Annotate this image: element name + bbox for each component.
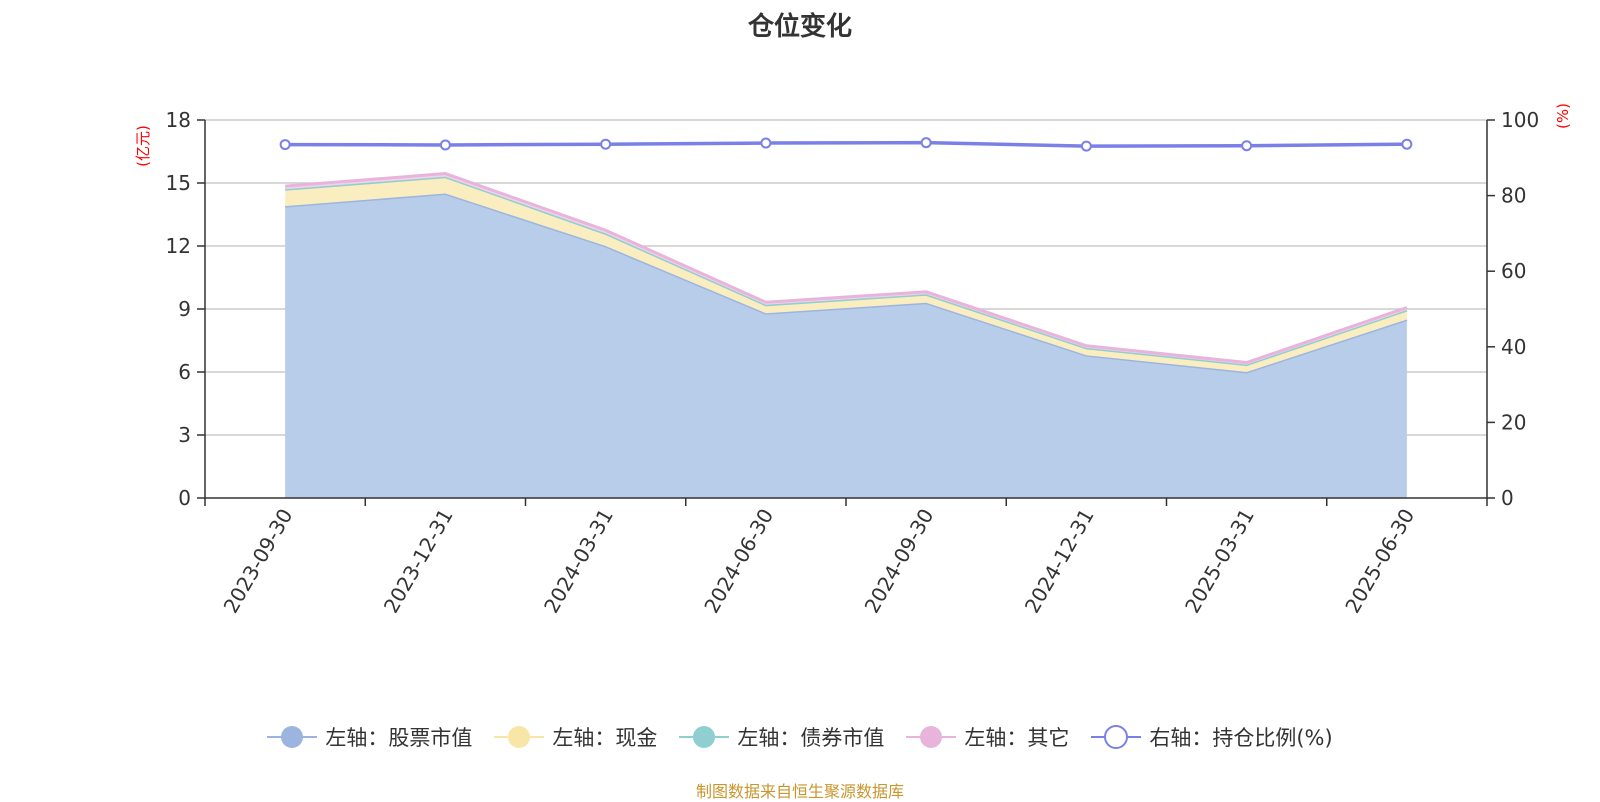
legend-item[interactable]: 左轴：其它 — [906, 722, 1069, 752]
legend-item[interactable]: 左轴：现金 — [494, 722, 657, 752]
legend-label: 左轴：其它 — [964, 726, 1070, 750]
x-tick-label: 2024-03-31 — [539, 505, 618, 618]
source-note: 制图数据来自恒生聚源数据库 — [695, 782, 904, 801]
legend-label: 右轴：持仓比例(%) — [1149, 726, 1333, 750]
x-tick-label: 2023-12-31 — [379, 505, 458, 618]
right-tick-label: 0 — [1501, 486, 1514, 510]
legend-marker-icon — [494, 726, 545, 748]
area-edge-line — [285, 172, 1408, 365]
chart-title: 仓位变化 — [747, 12, 852, 42]
ratio-line — [285, 140, 1407, 148]
legend-marker-icon — [1091, 725, 1142, 749]
legend-label: 左轴：股票市值 — [325, 726, 473, 750]
ratio-point — [920, 137, 932, 149]
right-tick-label: 40 — [1501, 335, 1526, 359]
right-tick-label: 100 — [1501, 108, 1539, 132]
ratio-point — [1401, 138, 1413, 150]
right-axis-unit: (%) — [1554, 103, 1572, 129]
right-tick-label: 20 — [1501, 410, 1526, 434]
left-tick-label: 15 — [166, 171, 191, 195]
ratio-point — [600, 138, 612, 150]
left-tick-label: 18 — [166, 108, 191, 132]
right-tick-label: 60 — [1501, 259, 1526, 283]
legend-marker-icon — [906, 726, 957, 748]
left-tick-label: 6 — [178, 360, 191, 384]
line-series — [279, 137, 1413, 152]
ratio-point — [1241, 140, 1253, 152]
ratio-point — [439, 139, 451, 151]
legend-item[interactable]: 左轴：债券市值 — [679, 722, 884, 752]
left-tick-label: 12 — [166, 234, 191, 258]
legend-label: 左轴：现金 — [552, 726, 658, 750]
right-tick-label: 80 — [1501, 184, 1526, 208]
area-series — [285, 172, 1408, 498]
legend-marker-icon — [679, 726, 730, 748]
x-tick-label: 2025-06-30 — [1340, 505, 1419, 618]
legend-item[interactable]: 右轴：持仓比例(%) — [1091, 722, 1333, 752]
ratio-point — [279, 139, 291, 151]
area-fill — [285, 176, 1407, 372]
x-tick-label: 2025-03-31 — [1180, 505, 1259, 618]
x-tick-label: 2024-09-30 — [860, 505, 939, 618]
x-tick-label: 2023-09-30 — [219, 505, 298, 618]
area-fill — [285, 193, 1407, 498]
legend-label: 左轴：债券市值 — [737, 726, 885, 750]
legend: 左轴：股票市值 左轴：现金 左轴：债券市值 左轴：其它 右轴：持仓比例(%) — [0, 722, 1600, 752]
left-tick-label: 9 — [178, 297, 191, 321]
ratio-point — [760, 137, 772, 149]
left-tick-label: 0 — [178, 486, 191, 510]
legend-item[interactable]: 左轴：股票市值 — [267, 722, 472, 752]
left-axis-unit: (亿元) — [134, 125, 152, 167]
legend-marker-icon — [267, 726, 318, 748]
x-tick-label: 2024-06-30 — [699, 505, 778, 618]
ratio-point — [1080, 140, 1092, 152]
x-tick-label: 2024-12-31 — [1020, 505, 1099, 618]
left-tick-label: 3 — [178, 423, 191, 447]
